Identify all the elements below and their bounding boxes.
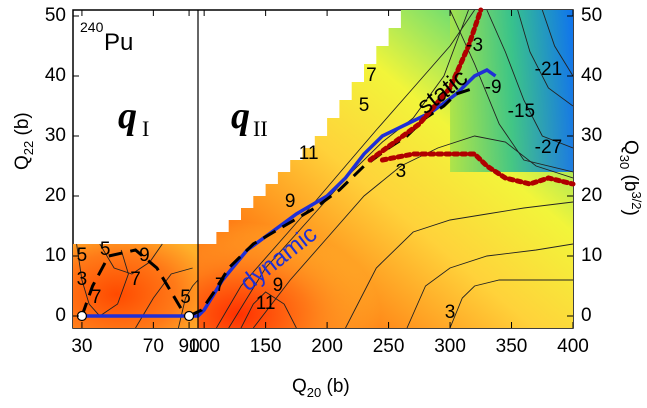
nucleus-symbol: Pu: [104, 29, 133, 56]
contour-label: 3: [396, 161, 407, 182]
region-label-q2: q II: [231, 95, 268, 141]
svg-text:Q30 (b3/2): Q30 (b3/2): [617, 140, 644, 216]
contour-label: -9: [485, 77, 502, 98]
contour-line: [228, 10, 469, 328]
x-tick-label: 100: [188, 336, 220, 357]
contour-label: 7: [215, 275, 226, 296]
y-tick-label-left: 50: [45, 5, 66, 26]
contour-line: [449, 279, 573, 328]
x-tick-label: 250: [373, 336, 405, 357]
contour-label: -15: [508, 101, 535, 122]
fusion-valley-path: [379, 151, 576, 187]
y-tick-label-right: 10: [581, 245, 602, 266]
nucleus-mass: 240: [80, 19, 104, 35]
contour-line: [99, 243, 163, 275]
y-tick-label-left: 0: [55, 305, 66, 326]
turning-point-marker: [183, 310, 195, 322]
contour-label: 9: [285, 191, 296, 212]
y-tick-label-right: 20: [581, 185, 602, 206]
y-axis-title-left: Q22 (b): [12, 112, 36, 170]
svg-text:Q22 (b): Q22 (b): [12, 112, 36, 170]
contour-line: [486, 10, 573, 149]
contour-label: 7: [366, 65, 377, 86]
dynamic-path: [81, 67, 497, 318]
contour-label: -27: [535, 137, 562, 158]
y-tick-label-right: 40: [581, 65, 602, 86]
static-path: [188, 86, 476, 318]
contour-label: 7: [130, 269, 141, 290]
contour-line: [252, 135, 573, 328]
svg-text:Q20 (b): Q20 (b): [292, 376, 350, 400]
contour-line: [240, 291, 297, 328]
fission-valley-path: [367, 7, 484, 163]
x-axis-title: Q20 (b): [292, 376, 350, 400]
y-tick-label-left: 20: [45, 185, 66, 206]
contours-q2: [216, 10, 573, 328]
contour-label: 9: [273, 275, 284, 296]
contour-line: [177, 279, 199, 329]
y-tick-label-right: 50: [581, 5, 602, 26]
y-axis-title-right: Q30 (b3/2): [617, 140, 644, 216]
contour-line: [517, 10, 573, 107]
contour-line: [216, 10, 475, 328]
contour-line: [135, 267, 193, 329]
contour-label: 9: [139, 245, 150, 266]
static-q1-path: [80, 248, 187, 317]
y-tick-label-left: 10: [45, 245, 66, 266]
region-q2-symbol: q: [231, 95, 250, 137]
region-q1-sub: I: [142, 116, 149, 141]
contour-line: [541, 10, 573, 77]
contour-label: 7: [91, 287, 102, 308]
y-tick-label-left: 30: [45, 125, 66, 146]
contour-label: 5: [100, 239, 111, 260]
y-tick-label-right: 0: [581, 305, 592, 326]
contour-label: 11: [256, 293, 276, 314]
region-q2-sub: II: [253, 116, 268, 141]
contour-label: 5: [180, 287, 191, 308]
contour-label: 3: [445, 302, 456, 323]
x-tick-label: 150: [250, 336, 282, 357]
x-tick-label: 30: [71, 336, 92, 357]
nucleus-label: 240 Pu: [80, 19, 133, 56]
contour-line: [345, 201, 573, 328]
x-tick-label: 70: [143, 336, 164, 357]
y-tick-label-left: 40: [45, 65, 66, 86]
contour-label: -21: [535, 59, 562, 80]
x-tick-label: 350: [496, 336, 528, 357]
contour-label: -3: [466, 35, 483, 56]
x-tick-label: 90: [179, 336, 200, 357]
fission-paths: [76, 7, 576, 322]
contour-label: 3: [77, 269, 88, 290]
x-tick-label: 200: [311, 336, 343, 357]
x-tick-label: 400: [557, 336, 589, 357]
contour-lines: [76, 10, 573, 329]
x-tick-label: 300: [434, 336, 466, 357]
contour-line: [406, 243, 573, 328]
region-label-q1: q I: [118, 95, 149, 141]
y-tick-label-right: 30: [581, 125, 602, 146]
region-q1-symbol: q: [118, 95, 137, 137]
contour-label: 5: [359, 95, 370, 116]
contour-label: 5: [77, 245, 88, 266]
contour-label: 11: [299, 143, 319, 164]
